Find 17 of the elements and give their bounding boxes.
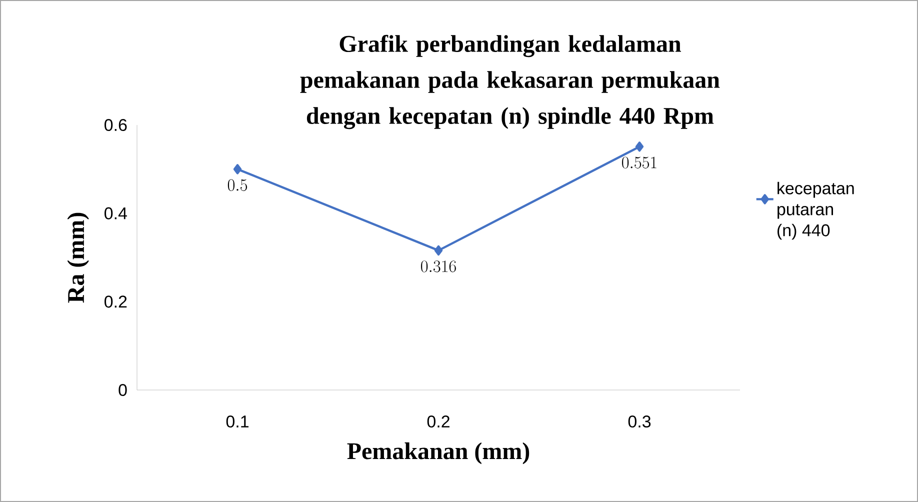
data-label: 0.5 [228, 179, 248, 191]
point [233, 164, 242, 174]
y-tick-label: 0.2 [104, 296, 127, 308]
y-tick-label: 0 [118, 384, 127, 396]
y-tick-label: 0.4 [104, 207, 127, 220]
data-label: 0.316 [421, 260, 456, 272]
y-tick-label: 0.6 [104, 118, 127, 132]
point [635, 142, 644, 152]
y-axis-title: Ra (mm) [67, 212, 90, 303]
x-axis-title: Pemakanan (mm) [347, 442, 530, 464]
x-tick-label: 0.2 [427, 416, 450, 428]
chart-title: Grafik perbandingan kedalaman pemakanan pada kekasaran permukaan dengan kecepatan (n) spindle 440 Rpm [300, 34, 720, 130]
point [434, 245, 443, 256]
legend-label: kecepatan putaran (n) 440 [778, 182, 854, 240]
data-label: 0.551 [622, 156, 656, 168]
x-tick-label: 0.1 [226, 416, 248, 428]
x-tick-label: 0.3 [628, 416, 651, 428]
